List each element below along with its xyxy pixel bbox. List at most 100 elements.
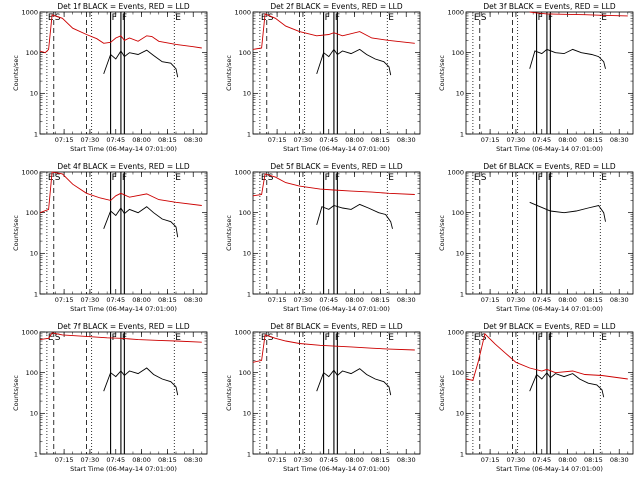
- y-tick-label: 1000: [21, 8, 38, 16]
- y-axis-label: Counts/sec: [438, 215, 446, 251]
- x-tick-label: 08:30: [184, 296, 203, 304]
- lld-series-line: [39, 171, 202, 214]
- y-tick-label: 1000: [447, 328, 464, 336]
- marker-label: S: [268, 173, 274, 183]
- chart-svg: Det 4f BLACK = Events, RED = LLD 1 10 100 10…: [12, 162, 208, 313]
- y-tick-label: 1000: [234, 168, 251, 176]
- marker-label: S: [481, 173, 487, 183]
- y-axis-label: Counts/sec: [12, 215, 20, 251]
- chart-svg: Det 2f BLACK = Events, RED = LLD 1 10 100 10…: [225, 2, 421, 153]
- y-tick-label: 10: [30, 250, 38, 258]
- lld-series-line: [39, 14, 202, 54]
- detector-panel-1: Det 1f BLACK = Events, RED = LLD 1 10 100 10…: [0, 0, 213, 160]
- marker-label: E: [474, 13, 480, 23]
- y-tick-label: 1000: [447, 168, 464, 176]
- x-tick-label: 07:30: [81, 136, 100, 144]
- chart-svg: Det 8f BLACK = Events, RED = LLD 1 10 100 10…: [225, 322, 421, 473]
- y-axis-label: Counts/sec: [225, 55, 233, 91]
- marker-label: F: [325, 333, 330, 343]
- y-axis-label: Counts/sec: [225, 375, 233, 411]
- marker-label: E: [388, 173, 394, 183]
- chart-title: Det 6f BLACK = Events, RED = LLD: [483, 162, 616, 171]
- x-tick-label: 08:15: [158, 136, 177, 144]
- events-series-line: [316, 368, 392, 396]
- marker-label: F: [325, 173, 330, 183]
- x-tick-label: 07:15: [481, 296, 500, 304]
- plot-frame: [252, 171, 421, 295]
- marker-label: E: [261, 333, 267, 343]
- x-tick-label: 07:30: [81, 296, 100, 304]
- x-tick-label: 08:00: [558, 296, 577, 304]
- marker-label: F: [325, 13, 330, 23]
- y-tick-label: 100: [452, 209, 464, 217]
- marker-label: E: [48, 333, 54, 343]
- y-tick-label: 1: [247, 290, 251, 298]
- y-tick-label: 1: [460, 290, 464, 298]
- x-tick-label: 08:00: [132, 296, 151, 304]
- y-axis-label: Counts/sec: [12, 375, 20, 411]
- x-tick-label: 08:15: [584, 136, 603, 144]
- chart-svg: Det 3f BLACK = Events, RED = LLD 1 10 100 10…: [438, 2, 634, 153]
- x-tick-label: 08:00: [558, 456, 577, 464]
- x-tick-label: 08:15: [371, 456, 390, 464]
- events-series-line: [103, 49, 179, 78]
- events-series-line: [529, 201, 606, 222]
- plot-frame: [39, 331, 208, 455]
- marker-label: E: [601, 13, 607, 23]
- x-tick-label: 07:45: [106, 136, 125, 144]
- x-tick-label: 07:45: [319, 456, 338, 464]
- y-tick-label: 10: [243, 250, 251, 258]
- y-tick-label: 100: [26, 49, 38, 57]
- y-tick-label: 1000: [234, 328, 251, 336]
- marker-label: E: [601, 333, 607, 343]
- x-tick-label: 08:00: [345, 296, 364, 304]
- x-axis-label: Start Time (06-May-14 07:01:00): [70, 145, 177, 153]
- marker-label: F: [112, 13, 117, 23]
- detector-panel-4: Det 4f BLACK = Events, RED = LLD 1 10 100 10…: [0, 160, 213, 320]
- chart-svg: Det 6f BLACK = Events, RED = LLD 1 10 100 10…: [438, 162, 634, 313]
- y-tick-label: 100: [452, 369, 464, 377]
- plot-frame: [252, 11, 421, 135]
- y-tick-label: 1000: [21, 168, 38, 176]
- detector-panel-6: Det 6f BLACK = Events, RED = LLD 1 10 100 10…: [426, 160, 639, 320]
- detector-panel-2: Det 2f BLACK = Events, RED = LLD 1 10 100 10…: [213, 0, 426, 160]
- chart-title: Det 5f BLACK = Events, RED = LLD: [270, 162, 403, 171]
- x-tick-label: 08:15: [158, 456, 177, 464]
- y-tick-label: 1: [34, 130, 38, 138]
- chart-title: Det 7f BLACK = Events, RED = LLD: [57, 322, 190, 331]
- marker-label: S: [55, 13, 61, 23]
- lld-series-line: [465, 333, 628, 381]
- marker-label: E: [175, 333, 181, 343]
- chart-title: Det 8f BLACK = Events, RED = LLD: [270, 322, 403, 331]
- marker-label: E: [48, 13, 54, 23]
- y-tick-label: 100: [26, 209, 38, 217]
- x-tick-label: 08:30: [610, 136, 629, 144]
- chart-svg: Det 1f BLACK = Events, RED = LLD 1 10 100 10…: [12, 2, 208, 153]
- chart-title: Det 2f BLACK = Events, RED = LLD: [270, 2, 403, 11]
- x-tick-label: 08:30: [184, 136, 203, 144]
- y-tick-label: 1: [460, 450, 464, 458]
- detector-panel-8: Det 8f BLACK = Events, RED = LLD 1 10 100 10…: [213, 320, 426, 480]
- y-tick-label: 10: [30, 410, 38, 418]
- lld-series-line: [252, 13, 415, 50]
- marker-label: E: [261, 173, 267, 183]
- events-series-line: [316, 48, 392, 76]
- x-tick-label: 07:15: [55, 136, 74, 144]
- x-tick-label: 08:30: [397, 296, 416, 304]
- x-tick-label: 08:30: [397, 136, 416, 144]
- marker-label: E: [388, 333, 394, 343]
- y-axis-label: Counts/sec: [225, 215, 233, 251]
- y-tick-label: 100: [452, 49, 464, 57]
- lld-series-line: [39, 332, 202, 343]
- x-tick-label: 08:30: [610, 296, 629, 304]
- detector-panel-3: Det 3f BLACK = Events, RED = LLD 1 10 100 10…: [426, 0, 639, 160]
- marker-label: F: [538, 13, 543, 23]
- y-tick-label: 100: [239, 209, 251, 217]
- x-tick-label: 07:30: [294, 136, 313, 144]
- x-tick-label: 07:15: [55, 296, 74, 304]
- marker-label: S: [55, 173, 61, 183]
- marker-label: E: [474, 333, 480, 343]
- x-axis-label: Start Time (06-May-14 07:01:00): [283, 145, 390, 153]
- plot-frame: [252, 331, 421, 455]
- y-tick-label: 1: [460, 130, 464, 138]
